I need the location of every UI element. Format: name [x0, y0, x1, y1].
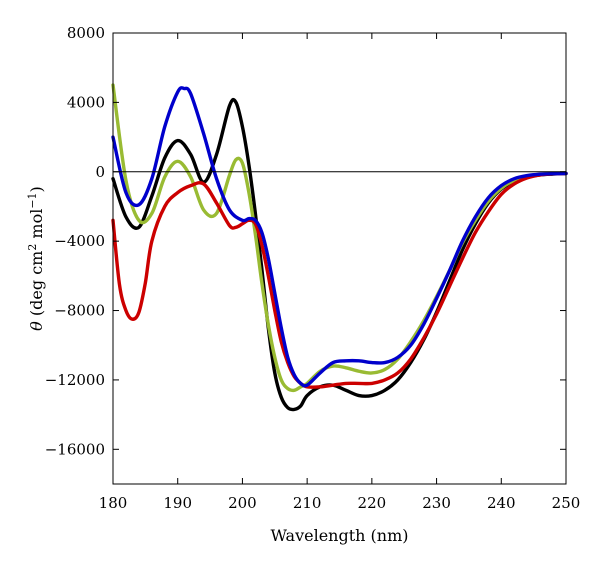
x-tick-label: 190 [163, 494, 192, 512]
y-axis-symbol: θ [27, 321, 46, 331]
series-line-2 [111, 83, 568, 393]
y-axis-unit-mid: mol [27, 209, 46, 244]
y-tick-label: 0 [95, 163, 105, 181]
series-line-1 [111, 97, 568, 412]
y-tick-label: 8000 [67, 24, 105, 42]
y-tick-label: −4000 [54, 232, 105, 250]
y-tick-label: −16000 [45, 440, 105, 458]
y-axis-unit-sup1: 2 [26, 244, 39, 251]
series-line-4 [111, 86, 568, 388]
y-axis-unit-open: (deg cm [27, 251, 46, 322]
y-tick-label: 4000 [67, 93, 105, 111]
x-tick-label: 200 [228, 494, 257, 512]
ticks-layer: 180 190 200 210 220 230 240 250 8000 4000 0 −4000 −8… [45, 24, 581, 512]
y-axis-unit-sup2: −1 [26, 192, 39, 208]
y-axis-title: θ (deg cm2 mol−1) [26, 186, 46, 331]
x-tick-label: 220 [358, 494, 387, 512]
series-line-3 [111, 171, 568, 389]
y-tick-label: −12000 [45, 371, 105, 389]
x-tick-label: 230 [422, 494, 451, 512]
series-layer [111, 83, 568, 412]
x-tick-label: 180 [99, 494, 128, 512]
x-axis-title: Wavelength (nm) [270, 526, 408, 545]
x-tick-label: 240 [487, 494, 516, 512]
x-tick-label: 250 [552, 494, 581, 512]
y-tick-label: −8000 [54, 302, 105, 320]
plot-frame [112, 32, 567, 485]
x-tick-label: 210 [293, 494, 322, 512]
y-axis-unit-close: ) [27, 186, 46, 192]
